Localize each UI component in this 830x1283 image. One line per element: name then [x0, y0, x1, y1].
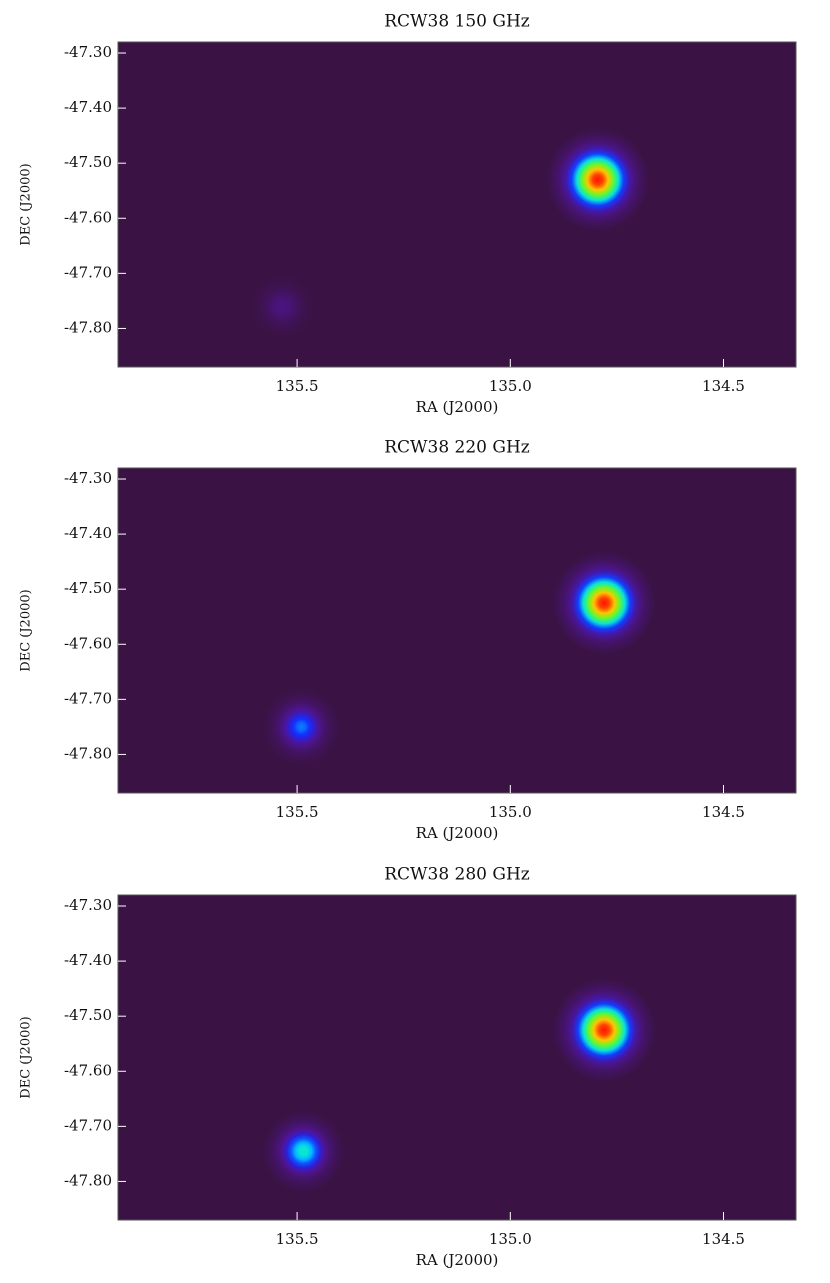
y-tick-label: -47.60 — [64, 208, 112, 226]
y-tick-label: -47.30 — [64, 469, 112, 487]
y-tick-label: -47.30 — [64, 896, 112, 914]
y-tick-label: -47.70 — [64, 689, 112, 707]
y-tick-label: -47.50 — [64, 153, 112, 171]
y-tick-label: -47.70 — [64, 1116, 112, 1134]
x-tick-label: 135.5 — [276, 377, 319, 395]
y-tick-label: -47.80 — [64, 744, 112, 762]
source — [552, 550, 657, 655]
y-axis-label: DEC (J2000) — [19, 163, 34, 245]
source — [248, 273, 316, 340]
x-tick-label: 134.5 — [702, 1230, 745, 1248]
y-tick-label: -47.40 — [64, 98, 112, 116]
y-tick-label: -47.40 — [64, 524, 112, 542]
y-tick-label: -47.60 — [64, 1061, 112, 1079]
y-tick-label: -47.60 — [64, 634, 112, 652]
plot-area — [117, 894, 797, 1221]
y-tick-label: -47.40 — [64, 951, 112, 969]
chart-title: RCW38 280 GHz — [384, 865, 530, 885]
source — [552, 977, 657, 1082]
y-axis-label: DEC (J2000) — [19, 1016, 34, 1098]
x-tick-label: 135.5 — [276, 1230, 319, 1248]
y-tick-label: -47.80 — [64, 1171, 112, 1189]
plot-area — [117, 467, 797, 794]
chart-title: RCW38 220 GHz — [384, 438, 530, 458]
x-tick-label: 134.5 — [702, 803, 745, 821]
x-tick-label: 135.0 — [489, 377, 532, 395]
x-axis-label: RA (J2000) — [416, 824, 499, 842]
x-axis-label: RA (J2000) — [416, 398, 499, 416]
y-tick-label: -47.80 — [64, 318, 112, 336]
source — [262, 687, 341, 767]
x-tick-label: 135.0 — [489, 803, 532, 821]
y-tick-label: -47.50 — [64, 579, 112, 597]
source — [545, 127, 650, 232]
chart-title: RCW38 150 GHz — [384, 12, 530, 32]
y-axis-label: DEC (J2000) — [19, 589, 34, 671]
x-axis-label: RA (J2000) — [416, 1251, 499, 1269]
y-tick-label: -47.50 — [64, 1006, 112, 1024]
x-tick-label: 135.0 — [489, 1230, 532, 1248]
x-tick-label: 135.5 — [276, 803, 319, 821]
y-tick-label: -47.70 — [64, 263, 112, 281]
y-tick-label: -47.30 — [64, 43, 112, 61]
source — [261, 1109, 346, 1194]
x-tick-label: 134.5 — [702, 377, 745, 395]
plot-area — [117, 41, 797, 368]
